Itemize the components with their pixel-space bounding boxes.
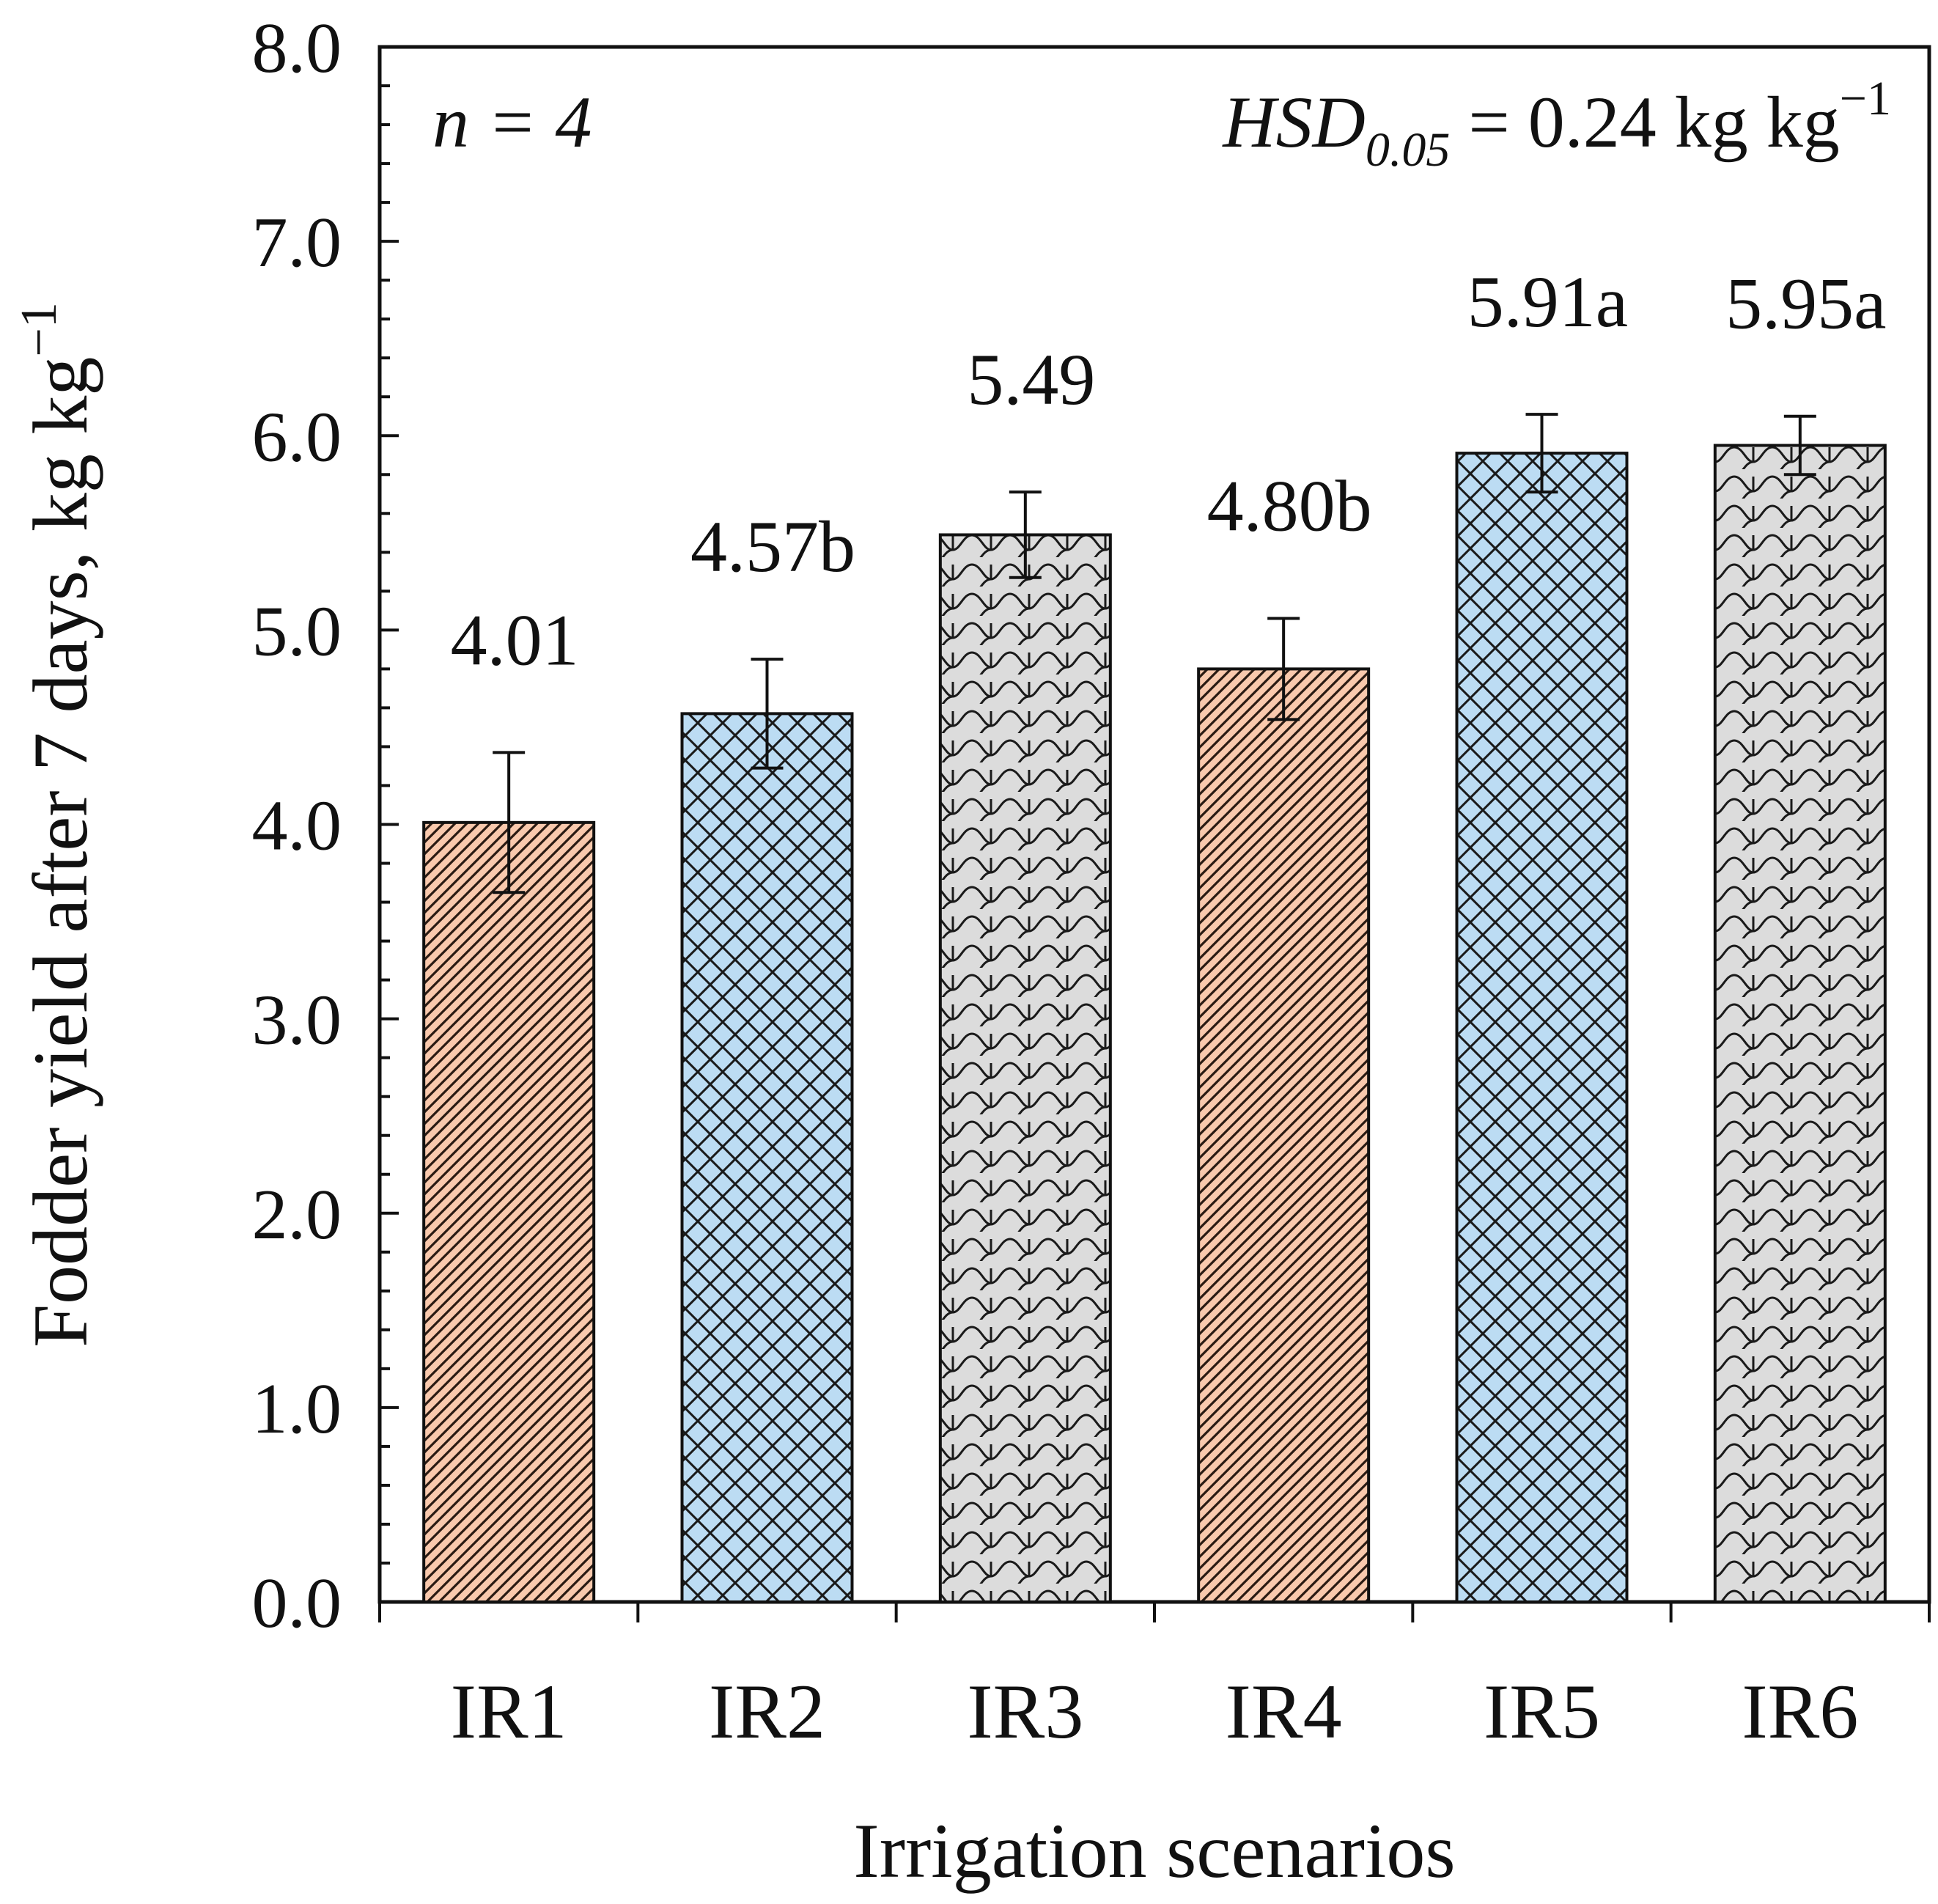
x-axis: IR1 IR2 IR3 IR4 IR5 IR6 <box>378 1602 1931 1754</box>
value-labels: 4.01 4.57b 5.49 4.80b 5.91a 5.95a <box>451 261 1887 680</box>
y-tick-label: 6.0 <box>252 397 342 477</box>
error-bars <box>493 413 1816 894</box>
y-tick-label: 8.0 <box>252 9 342 88</box>
bar-ir1 <box>422 820 596 1603</box>
hsd-value: = 0.24 kg kg <box>1450 81 1839 163</box>
bar-ir3 <box>938 533 1112 1603</box>
value-label-ir2: 4.57b <box>690 506 855 587</box>
y-tick-label: 4.0 <box>252 787 342 866</box>
y-axis-title: Fodder yield after 7 days, kg kg−1 <box>11 302 103 1348</box>
value-label-ir5: 5.91a <box>1467 261 1628 342</box>
y-tick-label: 2.0 <box>252 1175 342 1254</box>
value-label-ir1: 4.01 <box>451 599 579 680</box>
x-tick-label: IR1 <box>451 1669 567 1754</box>
hsd-superscript: −1 <box>1840 72 1891 125</box>
y-axis-title-superscript: −1 <box>11 302 67 356</box>
x-tick-label: IR5 <box>1484 1669 1600 1754</box>
hsd-prefix: HSD <box>1221 81 1365 163</box>
bar-ir2 <box>680 712 854 1603</box>
sample-size-annotation: n = 4 <box>432 81 592 163</box>
x-tick-label: IR2 <box>709 1669 825 1754</box>
y-axis: 0.0 1.0 2.0 3.0 4.0 5.0 6.0 7.0 8.0 <box>252 9 399 1643</box>
y-tick-label: 7.0 <box>252 203 342 282</box>
x-tick-label: IR3 <box>967 1669 1083 1754</box>
x-tick-label: IR4 <box>1226 1669 1342 1754</box>
y-tick-label: 3.0 <box>252 981 342 1060</box>
x-axis-title: Irrigation scenarios <box>853 1808 1455 1894</box>
y-axis-title-text: Fodder yield after 7 days, kg kg <box>18 357 103 1348</box>
value-label-ir6: 5.95a <box>1725 263 1886 345</box>
bars <box>422 444 1887 1604</box>
hsd-annotation: HSD0.05 = 0.24 kg kg−1 <box>1221 72 1891 177</box>
bar-ir4 <box>1197 667 1371 1603</box>
bar-ir5 <box>1455 452 1629 1604</box>
hsd-subscript: 0.05 <box>1366 123 1451 177</box>
y-tick-label: 5.0 <box>252 592 342 671</box>
plot-frame <box>377 45 1931 1604</box>
value-label-ir3: 5.49 <box>967 339 1095 420</box>
x-tick-label: IR6 <box>1742 1669 1858 1754</box>
bar-ir6 <box>1713 444 1887 1603</box>
value-label-ir4: 4.80b <box>1207 465 1372 546</box>
y-tick-label: 1.0 <box>252 1370 342 1449</box>
y-tick-label: 0.0 <box>252 1564 342 1643</box>
